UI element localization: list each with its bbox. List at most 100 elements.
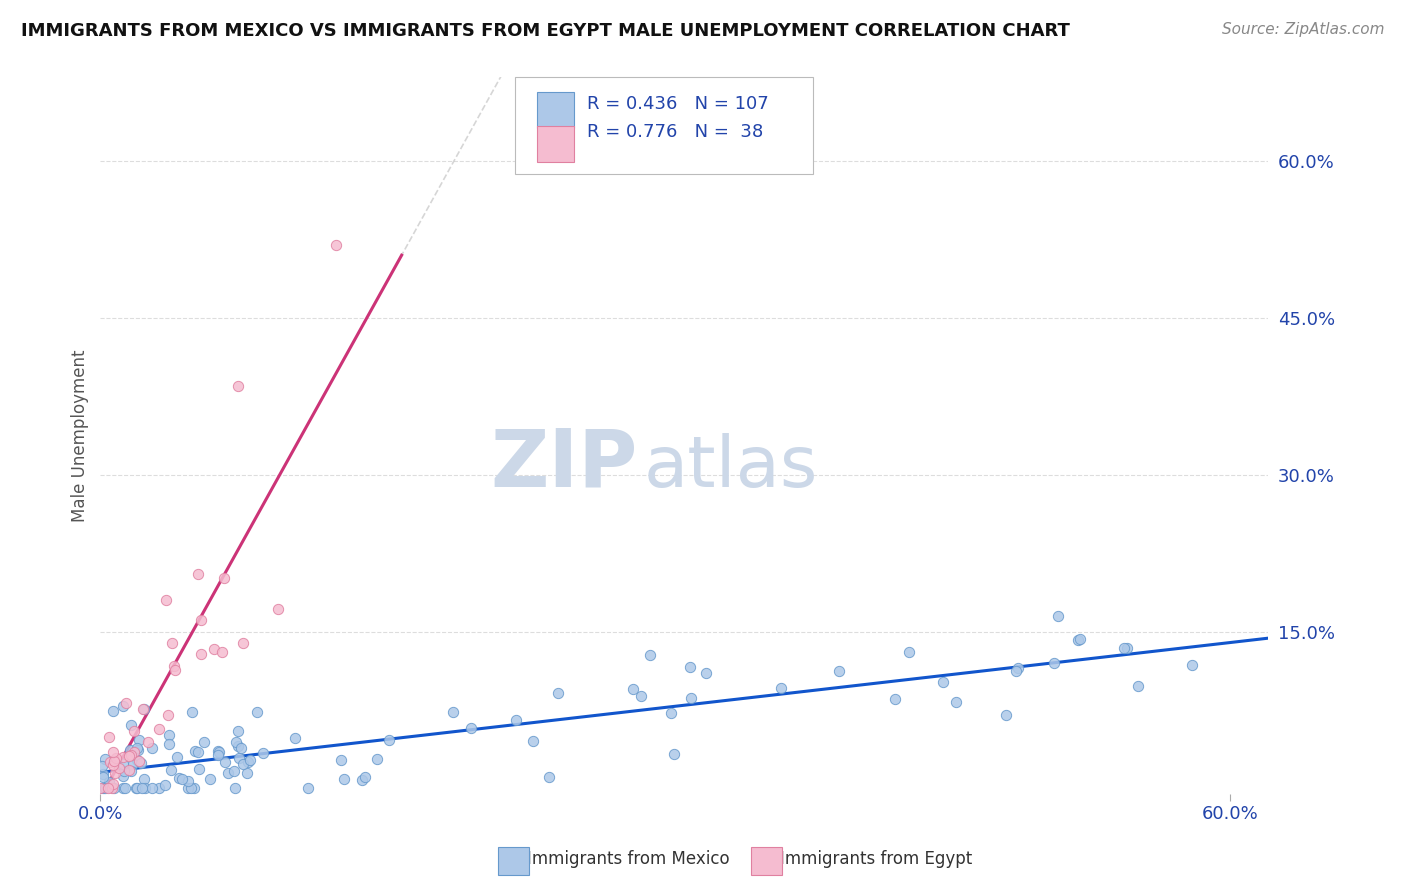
Point bbox=[134, 781, 156, 796]
Point bbox=[537, 771, 560, 785]
Text: Immigrants from Mexico: Immigrants from Mexico bbox=[527, 850, 730, 868]
Point bbox=[995, 707, 1018, 722]
Point bbox=[1046, 609, 1069, 624]
Point bbox=[112, 757, 135, 772]
Point bbox=[232, 635, 254, 649]
Point bbox=[166, 749, 188, 764]
Point bbox=[120, 764, 142, 779]
Point bbox=[180, 781, 202, 796]
Point bbox=[226, 379, 249, 393]
Point bbox=[115, 696, 138, 710]
Point bbox=[214, 755, 236, 769]
Point bbox=[898, 645, 921, 659]
Text: atlas: atlas bbox=[644, 434, 818, 502]
Point bbox=[236, 755, 259, 769]
Point bbox=[163, 658, 186, 673]
Point bbox=[190, 613, 212, 627]
Point bbox=[333, 772, 356, 786]
Point bbox=[828, 664, 851, 678]
Point bbox=[350, 772, 373, 787]
Point bbox=[190, 648, 212, 662]
Point bbox=[228, 751, 250, 765]
Point bbox=[118, 743, 141, 757]
Point bbox=[104, 765, 127, 780]
Point bbox=[378, 733, 401, 747]
Point bbox=[547, 686, 569, 700]
Point bbox=[239, 753, 262, 767]
Point bbox=[198, 772, 221, 786]
Point bbox=[945, 695, 967, 709]
Point bbox=[141, 741, 163, 756]
FancyBboxPatch shape bbox=[515, 78, 813, 174]
Point bbox=[232, 757, 254, 772]
Point bbox=[353, 770, 375, 784]
Point bbox=[208, 745, 231, 759]
Point bbox=[112, 769, 135, 783]
Point bbox=[153, 778, 176, 792]
Point bbox=[148, 722, 170, 736]
Point bbox=[769, 681, 792, 695]
Text: Immigrants from Egypt: Immigrants from Egypt bbox=[780, 850, 973, 868]
Point bbox=[134, 772, 156, 787]
Point bbox=[141, 781, 163, 796]
Point bbox=[187, 745, 209, 759]
Point bbox=[122, 745, 145, 759]
Point bbox=[297, 781, 319, 796]
Point bbox=[212, 571, 235, 585]
Point bbox=[101, 746, 124, 760]
Point bbox=[117, 763, 139, 777]
Point bbox=[177, 781, 200, 796]
Point bbox=[231, 741, 253, 756]
Point bbox=[98, 756, 121, 770]
Point bbox=[112, 764, 135, 778]
Point bbox=[157, 708, 180, 723]
Point bbox=[679, 660, 702, 674]
Point bbox=[1181, 658, 1204, 673]
Point bbox=[170, 772, 193, 787]
Point bbox=[1043, 656, 1066, 670]
Point bbox=[91, 759, 114, 773]
Point bbox=[441, 706, 464, 720]
Point bbox=[122, 756, 145, 771]
Point bbox=[129, 756, 152, 770]
Point bbox=[224, 764, 246, 779]
Point bbox=[108, 760, 131, 774]
Point bbox=[112, 699, 135, 714]
Text: IMMIGRANTS FROM MEXICO VS IMMIGRANTS FROM EGYPT MALE UNEMPLOYMENT CORRELATION CH: IMMIGRANTS FROM MEXICO VS IMMIGRANTS FRO… bbox=[21, 22, 1070, 40]
Y-axis label: Male Unemployment: Male Unemployment bbox=[72, 350, 89, 522]
Point bbox=[1128, 679, 1150, 693]
Point bbox=[128, 733, 150, 747]
Point bbox=[695, 665, 717, 680]
Point bbox=[159, 764, 181, 778]
Point bbox=[1114, 640, 1136, 655]
Point bbox=[1005, 664, 1028, 678]
Point bbox=[157, 728, 180, 742]
Point bbox=[157, 737, 180, 751]
Point bbox=[160, 636, 183, 650]
Point bbox=[128, 754, 150, 768]
Point bbox=[211, 645, 233, 659]
Point bbox=[103, 781, 125, 796]
Point bbox=[659, 706, 682, 720]
Point bbox=[330, 753, 353, 767]
Point bbox=[97, 781, 120, 796]
Point bbox=[131, 781, 153, 796]
Point bbox=[91, 767, 114, 781]
Point bbox=[183, 781, 205, 796]
Point bbox=[114, 781, 136, 796]
Point bbox=[1069, 632, 1091, 647]
Point bbox=[101, 780, 124, 795]
Point bbox=[97, 775, 120, 789]
Point bbox=[188, 762, 211, 776]
Point bbox=[640, 648, 662, 663]
FancyBboxPatch shape bbox=[537, 93, 575, 128]
Point bbox=[226, 739, 249, 753]
Point bbox=[91, 770, 114, 784]
Point bbox=[193, 735, 215, 749]
Point bbox=[1007, 661, 1029, 675]
Point bbox=[522, 734, 544, 748]
Point bbox=[236, 766, 259, 780]
Point bbox=[630, 689, 652, 703]
Point bbox=[883, 692, 905, 706]
Point bbox=[148, 781, 170, 796]
